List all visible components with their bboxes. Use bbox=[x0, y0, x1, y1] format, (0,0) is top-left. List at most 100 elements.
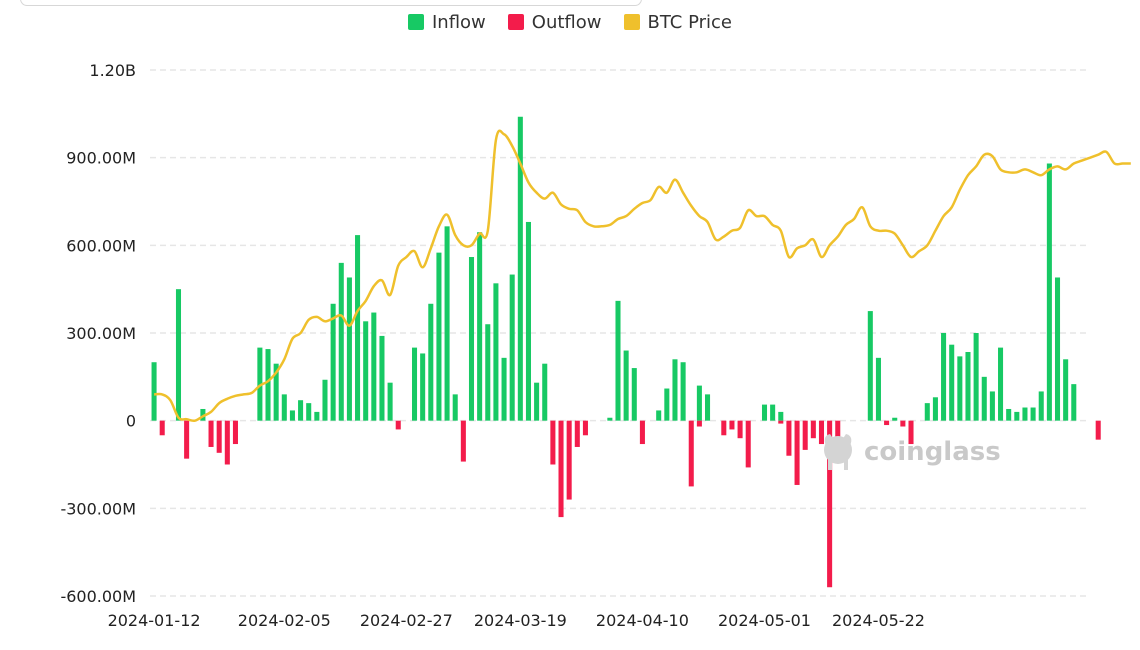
outflow-bar-93[interactable] bbox=[908, 420, 914, 445]
legend-item-btc-price[interactable]: BTC Price bbox=[623, 9, 732, 35]
inflow-bar-97[interactable] bbox=[941, 333, 947, 421]
inflow-bar-98[interactable] bbox=[949, 344, 955, 421]
inflow-bar-26[interactable] bbox=[363, 321, 369, 421]
inflow-bar-113[interactable] bbox=[1071, 384, 1077, 421]
inflow-bar-88[interactable] bbox=[867, 311, 873, 421]
outflow-bar-9[interactable] bbox=[224, 420, 230, 465]
inflow-bar-63[interactable] bbox=[664, 388, 670, 421]
inflow-bar-102[interactable] bbox=[981, 376, 987, 421]
inflow-bar-0[interactable] bbox=[151, 362, 157, 421]
inflow-bar-77[interactable] bbox=[778, 411, 784, 421]
inflow-bar-33[interactable] bbox=[420, 353, 426, 421]
outflow-bar-73[interactable] bbox=[745, 420, 751, 468]
legend-item-inflow[interactable]: Inflow bbox=[407, 9, 486, 35]
outflow-bar-72[interactable] bbox=[737, 420, 743, 439]
outflow-bar-60[interactable] bbox=[639, 420, 645, 445]
inflow-bar-104[interactable] bbox=[998, 347, 1004, 421]
inflow-bar-14[interactable] bbox=[265, 349, 271, 421]
outflow-bar-8[interactable] bbox=[216, 420, 222, 453]
outflow-bar-7[interactable] bbox=[208, 420, 214, 447]
inflow-bar-68[interactable] bbox=[705, 394, 711, 421]
inflow-bar-96[interactable] bbox=[932, 397, 938, 421]
inflow-bar-109[interactable] bbox=[1038, 391, 1044, 421]
inflow-bar-22[interactable] bbox=[330, 303, 336, 421]
outflow-bar-92[interactable] bbox=[900, 420, 906, 427]
outflow-bar-67[interactable] bbox=[696, 420, 702, 427]
inflow-bar-16[interactable] bbox=[281, 394, 287, 421]
inflow-bar-15[interactable] bbox=[273, 363, 279, 421]
inflow-bar-43[interactable] bbox=[501, 357, 507, 421]
outflow-bar-66[interactable] bbox=[688, 420, 694, 487]
inflow-bar-46[interactable] bbox=[525, 221, 531, 421]
inflow-bar-41[interactable] bbox=[485, 324, 491, 421]
outflow-bar-79[interactable] bbox=[794, 420, 800, 485]
outflow-bar-90[interactable] bbox=[884, 420, 890, 426]
inflow-bar-37[interactable] bbox=[452, 394, 458, 421]
inflow-bar-76[interactable] bbox=[770, 404, 776, 421]
inflow-bar-89[interactable] bbox=[875, 357, 881, 421]
outflow-bar-83[interactable] bbox=[827, 420, 833, 588]
outflow-bar-80[interactable] bbox=[802, 420, 808, 450]
inflow-bar-3[interactable] bbox=[175, 289, 182, 421]
outflow-bar-1[interactable] bbox=[159, 420, 165, 436]
inflow-bar-64[interactable] bbox=[672, 359, 678, 421]
inflow-bar-44[interactable] bbox=[509, 274, 515, 421]
inflow-bar-99[interactable] bbox=[957, 356, 963, 421]
inflow-bar-6[interactable] bbox=[200, 408, 206, 421]
inflow-bar-100[interactable] bbox=[965, 351, 971, 421]
inflow-bar-42[interactable] bbox=[493, 283, 499, 421]
inflow-bar-101[interactable] bbox=[973, 333, 979, 421]
inflow-bar-20[interactable] bbox=[314, 411, 320, 421]
inflow-bar-62[interactable] bbox=[656, 410, 662, 421]
outflow-bar-53[interactable] bbox=[582, 420, 588, 436]
inflow-bar-111[interactable] bbox=[1054, 277, 1061, 421]
inflow-bar-23[interactable] bbox=[338, 262, 344, 421]
inflow-bar-21[interactable] bbox=[322, 379, 328, 421]
legend-item-outflow[interactable]: Outflow bbox=[507, 9, 602, 35]
outflow-bar-52[interactable] bbox=[574, 420, 580, 447]
outflow-bar-30[interactable] bbox=[395, 420, 401, 430]
inflow-bar-95[interactable] bbox=[924, 403, 930, 421]
outflow-bar-71[interactable] bbox=[729, 420, 735, 430]
inflow-bar-107[interactable] bbox=[1022, 407, 1028, 421]
inflow-bar-67[interactable] bbox=[696, 385, 702, 421]
inflow-bar-47[interactable] bbox=[534, 382, 540, 421]
inflow-bar-18[interactable] bbox=[298, 400, 304, 421]
inflow-bar-105[interactable] bbox=[1006, 408, 1012, 421]
outflow-bar-49[interactable] bbox=[550, 420, 556, 465]
inflow-bar-108[interactable] bbox=[1030, 407, 1036, 421]
outflow-bar-81[interactable] bbox=[810, 420, 816, 439]
outflow-bar-84[interactable] bbox=[835, 420, 841, 442]
inflow-bar-29[interactable] bbox=[387, 382, 393, 421]
inflow-bar-27[interactable] bbox=[371, 312, 377, 421]
inflow-bar-17[interactable] bbox=[289, 410, 295, 421]
outflow-bar-51[interactable] bbox=[566, 420, 572, 500]
inflow-bar-32[interactable] bbox=[411, 347, 418, 421]
outflow-bar-10[interactable] bbox=[232, 420, 238, 445]
outflow-bar-82[interactable] bbox=[818, 420, 825, 445]
outflow-bar-50[interactable] bbox=[558, 420, 564, 518]
outflow-bar-78[interactable] bbox=[786, 420, 792, 456]
outflow-bar-116[interactable] bbox=[1095, 420, 1101, 440]
inflow-bar-25[interactable] bbox=[355, 235, 361, 421]
inflow-bar-19[interactable] bbox=[306, 403, 312, 421]
inflow-bar-39[interactable] bbox=[468, 257, 475, 421]
inflow-bar-58[interactable] bbox=[623, 350, 629, 421]
inflow-bar-28[interactable] bbox=[379, 335, 385, 421]
inflow-bar-40[interactable] bbox=[477, 232, 483, 421]
outflow-bar-77[interactable] bbox=[778, 420, 784, 424]
inflow-bar-91[interactable] bbox=[892, 417, 898, 421]
inflow-bar-112[interactable] bbox=[1063, 359, 1069, 421]
inflow-bar-24[interactable] bbox=[346, 277, 352, 421]
outflow-bar-38[interactable] bbox=[460, 420, 466, 462]
inflow-bar-34[interactable] bbox=[428, 303, 434, 421]
outflow-bar-4[interactable] bbox=[184, 420, 190, 459]
inflow-bar-36[interactable] bbox=[444, 226, 450, 421]
inflow-bar-45[interactable] bbox=[517, 116, 523, 421]
inflow-bar-59[interactable] bbox=[631, 368, 637, 421]
inflow-bar-48[interactable] bbox=[542, 363, 548, 421]
outflow-bar-70[interactable] bbox=[721, 420, 727, 436]
inflow-bar-103[interactable] bbox=[989, 391, 995, 421]
inflow-bar-35[interactable] bbox=[436, 252, 442, 421]
inflow-bar-65[interactable] bbox=[680, 362, 686, 421]
